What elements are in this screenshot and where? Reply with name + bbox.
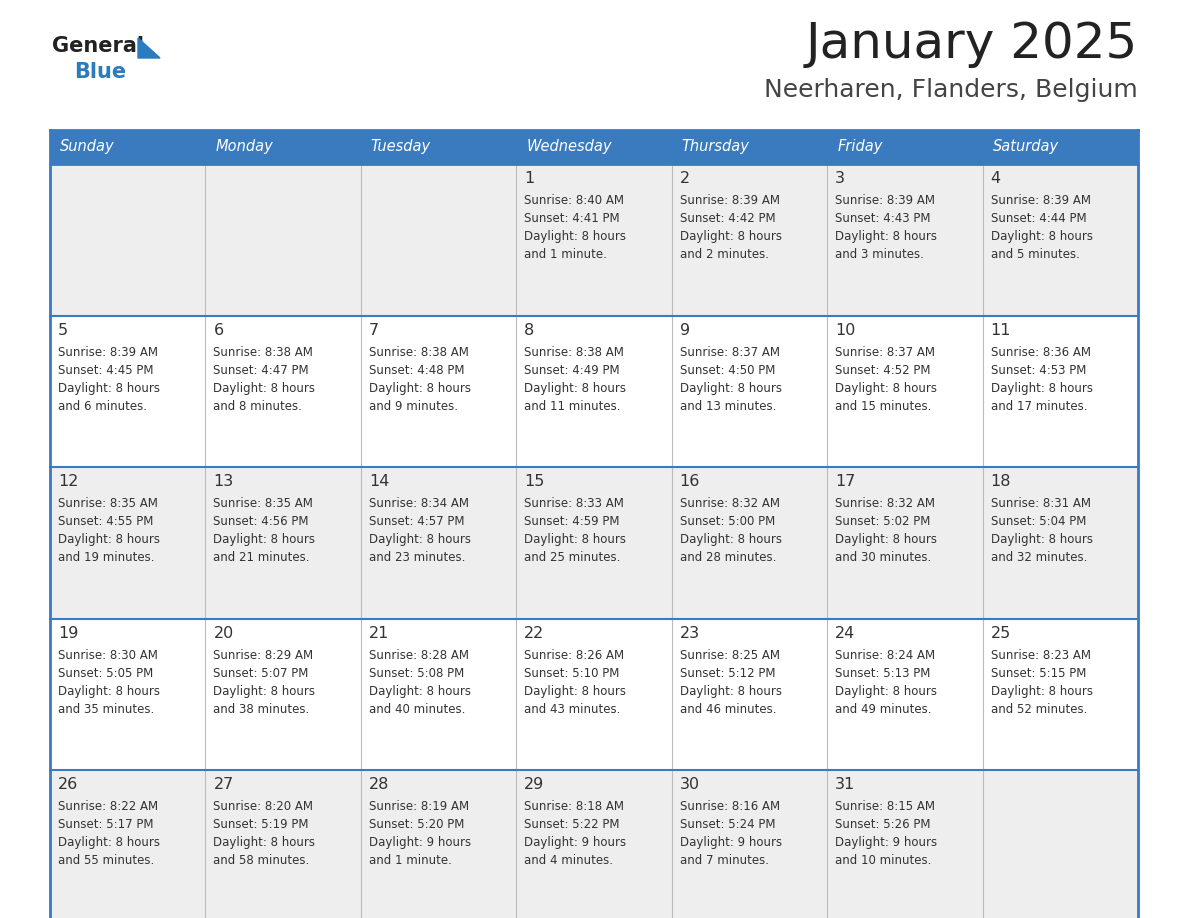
Text: Sunrise: 8:34 AM
Sunset: 4:57 PM
Daylight: 8 hours
and 23 minutes.: Sunrise: 8:34 AM Sunset: 4:57 PM Dayligh… <box>368 498 470 565</box>
Text: Sunrise: 8:33 AM
Sunset: 4:59 PM
Daylight: 8 hours
and 25 minutes.: Sunrise: 8:33 AM Sunset: 4:59 PM Dayligh… <box>524 498 626 565</box>
Text: Tuesday: Tuesday <box>371 140 431 154</box>
Bar <box>206 130 361 164</box>
Text: 7: 7 <box>368 322 379 338</box>
Text: Blue: Blue <box>74 62 126 82</box>
Text: Sunrise: 8:16 AM
Sunset: 5:24 PM
Daylight: 9 hours
and 7 minutes.: Sunrise: 8:16 AM Sunset: 5:24 PM Dayligh… <box>680 800 782 868</box>
Text: Sunrise: 8:18 AM
Sunset: 5:22 PM
Daylight: 9 hours
and 4 minutes.: Sunrise: 8:18 AM Sunset: 5:22 PM Dayligh… <box>524 800 626 868</box>
Text: 19: 19 <box>58 626 78 641</box>
Text: 24: 24 <box>835 626 855 641</box>
Text: 21: 21 <box>368 626 390 641</box>
Text: 30: 30 <box>680 778 700 792</box>
Bar <box>50 316 1138 467</box>
Bar <box>50 467 1138 619</box>
Text: Sunrise: 8:39 AM
Sunset: 4:44 PM
Daylight: 8 hours
and 5 minutes.: Sunrise: 8:39 AM Sunset: 4:44 PM Dayligh… <box>991 194 1093 261</box>
Text: 1: 1 <box>524 171 535 186</box>
Text: 15: 15 <box>524 475 544 489</box>
Text: Sunrise: 8:40 AM
Sunset: 4:41 PM
Daylight: 8 hours
and 1 minute.: Sunrise: 8:40 AM Sunset: 4:41 PM Dayligh… <box>524 194 626 261</box>
Bar <box>50 130 206 164</box>
Text: Neerharen, Flanders, Belgium: Neerharen, Flanders, Belgium <box>764 78 1138 102</box>
Bar <box>827 130 982 164</box>
Text: Sunrise: 8:39 AM
Sunset: 4:45 PM
Daylight: 8 hours
and 6 minutes.: Sunrise: 8:39 AM Sunset: 4:45 PM Dayligh… <box>58 345 160 412</box>
Text: Monday: Monday <box>215 140 273 154</box>
Text: Sunrise: 8:35 AM
Sunset: 4:56 PM
Daylight: 8 hours
and 21 minutes.: Sunrise: 8:35 AM Sunset: 4:56 PM Dayligh… <box>214 498 316 565</box>
Text: Thursday: Thursday <box>682 140 750 154</box>
Bar <box>50 619 1138 770</box>
Text: Sunrise: 8:37 AM
Sunset: 4:52 PM
Daylight: 8 hours
and 15 minutes.: Sunrise: 8:37 AM Sunset: 4:52 PM Dayligh… <box>835 345 937 412</box>
Text: Sunday: Sunday <box>61 140 114 154</box>
Text: 20: 20 <box>214 626 234 641</box>
Text: 13: 13 <box>214 475 234 489</box>
Text: 10: 10 <box>835 322 855 338</box>
Text: 8: 8 <box>524 322 535 338</box>
Text: 2: 2 <box>680 171 690 186</box>
Text: Sunrise: 8:39 AM
Sunset: 4:42 PM
Daylight: 8 hours
and 2 minutes.: Sunrise: 8:39 AM Sunset: 4:42 PM Dayligh… <box>680 194 782 261</box>
Text: Sunrise: 8:23 AM
Sunset: 5:15 PM
Daylight: 8 hours
and 52 minutes.: Sunrise: 8:23 AM Sunset: 5:15 PM Dayligh… <box>991 649 1093 716</box>
Text: 18: 18 <box>991 475 1011 489</box>
Text: Sunrise: 8:35 AM
Sunset: 4:55 PM
Daylight: 8 hours
and 19 minutes.: Sunrise: 8:35 AM Sunset: 4:55 PM Dayligh… <box>58 498 160 565</box>
Text: 9: 9 <box>680 322 690 338</box>
Text: Sunrise: 8:22 AM
Sunset: 5:17 PM
Daylight: 8 hours
and 55 minutes.: Sunrise: 8:22 AM Sunset: 5:17 PM Dayligh… <box>58 800 160 868</box>
Text: 14: 14 <box>368 475 390 489</box>
Text: Sunrise: 8:38 AM
Sunset: 4:47 PM
Daylight: 8 hours
and 8 minutes.: Sunrise: 8:38 AM Sunset: 4:47 PM Dayligh… <box>214 345 316 412</box>
Text: Wednesday: Wednesday <box>526 140 612 154</box>
Text: 4: 4 <box>991 171 1000 186</box>
Text: 28: 28 <box>368 778 390 792</box>
Text: Sunrise: 8:32 AM
Sunset: 5:02 PM
Daylight: 8 hours
and 30 minutes.: Sunrise: 8:32 AM Sunset: 5:02 PM Dayligh… <box>835 498 937 565</box>
Text: Sunrise: 8:15 AM
Sunset: 5:26 PM
Daylight: 9 hours
and 10 minutes.: Sunrise: 8:15 AM Sunset: 5:26 PM Dayligh… <box>835 800 937 868</box>
Polygon shape <box>138 38 160 58</box>
Text: Sunrise: 8:28 AM
Sunset: 5:08 PM
Daylight: 8 hours
and 40 minutes.: Sunrise: 8:28 AM Sunset: 5:08 PM Dayligh… <box>368 649 470 716</box>
Text: Sunrise: 8:38 AM
Sunset: 4:49 PM
Daylight: 8 hours
and 11 minutes.: Sunrise: 8:38 AM Sunset: 4:49 PM Dayligh… <box>524 345 626 412</box>
Text: Sunrise: 8:38 AM
Sunset: 4:48 PM
Daylight: 8 hours
and 9 minutes.: Sunrise: 8:38 AM Sunset: 4:48 PM Dayligh… <box>368 345 470 412</box>
Bar <box>517 130 671 164</box>
Text: Friday: Friday <box>838 140 883 154</box>
Text: Sunrise: 8:19 AM
Sunset: 5:20 PM
Daylight: 9 hours
and 1 minute.: Sunrise: 8:19 AM Sunset: 5:20 PM Dayligh… <box>368 800 470 868</box>
Text: Sunrise: 8:26 AM
Sunset: 5:10 PM
Daylight: 8 hours
and 43 minutes.: Sunrise: 8:26 AM Sunset: 5:10 PM Dayligh… <box>524 649 626 716</box>
Text: 31: 31 <box>835 778 855 792</box>
Text: Sunrise: 8:24 AM
Sunset: 5:13 PM
Daylight: 8 hours
and 49 minutes.: Sunrise: 8:24 AM Sunset: 5:13 PM Dayligh… <box>835 649 937 716</box>
Text: Sunrise: 8:31 AM
Sunset: 5:04 PM
Daylight: 8 hours
and 32 minutes.: Sunrise: 8:31 AM Sunset: 5:04 PM Dayligh… <box>991 498 1093 565</box>
Text: 23: 23 <box>680 626 700 641</box>
Text: Sunrise: 8:20 AM
Sunset: 5:19 PM
Daylight: 8 hours
and 58 minutes.: Sunrise: 8:20 AM Sunset: 5:19 PM Dayligh… <box>214 800 316 868</box>
Text: 6: 6 <box>214 322 223 338</box>
Text: Sunrise: 8:39 AM
Sunset: 4:43 PM
Daylight: 8 hours
and 3 minutes.: Sunrise: 8:39 AM Sunset: 4:43 PM Dayligh… <box>835 194 937 261</box>
Bar <box>671 130 827 164</box>
Text: 29: 29 <box>524 778 544 792</box>
Text: 11: 11 <box>991 322 1011 338</box>
Text: 27: 27 <box>214 778 234 792</box>
Text: Sunrise: 8:32 AM
Sunset: 5:00 PM
Daylight: 8 hours
and 28 minutes.: Sunrise: 8:32 AM Sunset: 5:00 PM Dayligh… <box>680 498 782 565</box>
Text: 17: 17 <box>835 475 855 489</box>
Text: 16: 16 <box>680 475 700 489</box>
Text: General: General <box>52 36 144 56</box>
Text: Sunrise: 8:29 AM
Sunset: 5:07 PM
Daylight: 8 hours
and 38 minutes.: Sunrise: 8:29 AM Sunset: 5:07 PM Dayligh… <box>214 649 316 716</box>
Text: 25: 25 <box>991 626 1011 641</box>
Bar <box>50 164 1138 316</box>
Bar <box>361 130 517 164</box>
Bar <box>50 770 1138 918</box>
Text: 3: 3 <box>835 171 845 186</box>
Text: Sunrise: 8:30 AM
Sunset: 5:05 PM
Daylight: 8 hours
and 35 minutes.: Sunrise: 8:30 AM Sunset: 5:05 PM Dayligh… <box>58 649 160 716</box>
Text: 26: 26 <box>58 778 78 792</box>
Text: 22: 22 <box>524 626 544 641</box>
Text: Sunrise: 8:25 AM
Sunset: 5:12 PM
Daylight: 8 hours
and 46 minutes.: Sunrise: 8:25 AM Sunset: 5:12 PM Dayligh… <box>680 649 782 716</box>
Text: January 2025: January 2025 <box>805 20 1138 68</box>
Text: Saturday: Saturday <box>992 140 1059 154</box>
Bar <box>982 130 1138 164</box>
Text: 12: 12 <box>58 475 78 489</box>
Text: Sunrise: 8:37 AM
Sunset: 4:50 PM
Daylight: 8 hours
and 13 minutes.: Sunrise: 8:37 AM Sunset: 4:50 PM Dayligh… <box>680 345 782 412</box>
Text: Sunrise: 8:36 AM
Sunset: 4:53 PM
Daylight: 8 hours
and 17 minutes.: Sunrise: 8:36 AM Sunset: 4:53 PM Dayligh… <box>991 345 1093 412</box>
Text: 5: 5 <box>58 322 68 338</box>
